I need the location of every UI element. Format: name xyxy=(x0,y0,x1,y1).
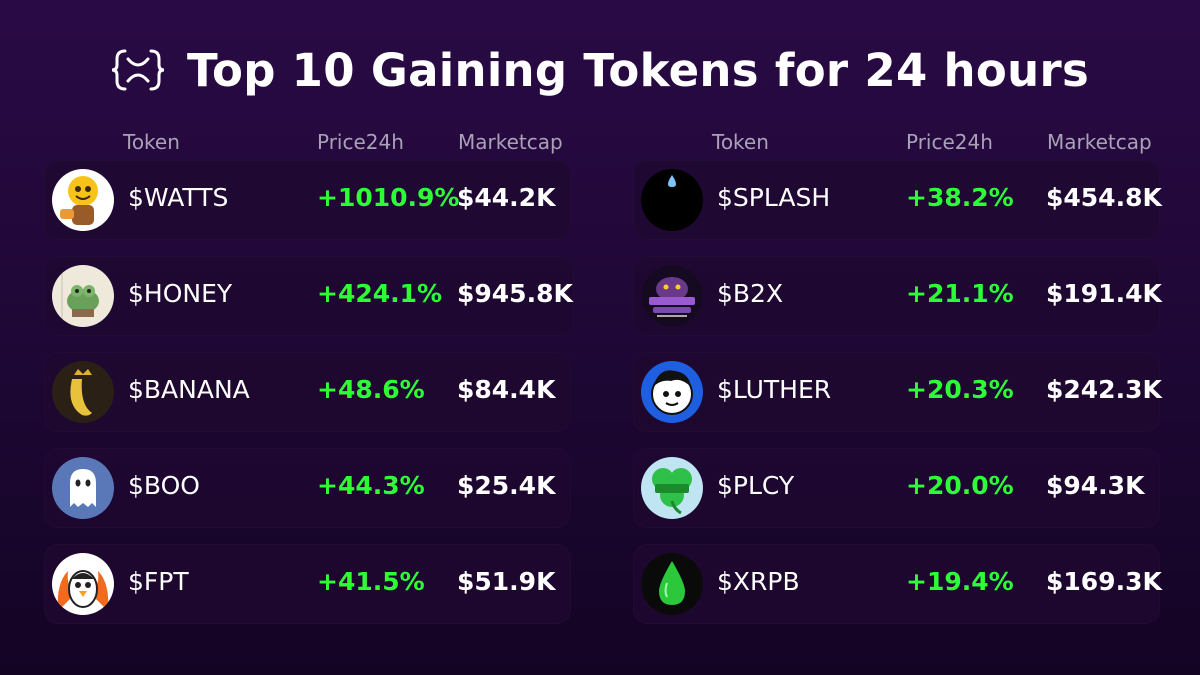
market-cap: $25.4K xyxy=(457,471,556,500)
clover-icon xyxy=(641,457,703,519)
green-drop-icon xyxy=(641,553,703,615)
page-title: Top 10 Gaining Tokens for 24 hours xyxy=(186,43,1090,97)
token-name: $SPLASH xyxy=(717,183,831,212)
price-change: +41.5% xyxy=(317,567,425,596)
price-change: +424.1% xyxy=(317,279,443,308)
market-cap: $84.4K xyxy=(457,375,556,404)
price-change: +38.2% xyxy=(906,183,1014,212)
ghost-icon xyxy=(52,457,114,519)
token-row-fpt[interactable]: $FPT +41.5% $51.9K xyxy=(44,544,571,624)
token-name: $PLCY xyxy=(717,471,795,500)
token-name: $WATTS xyxy=(128,183,229,212)
price-change: +20.0% xyxy=(906,471,1014,500)
cartoon-face-icon xyxy=(641,361,703,423)
token-name: $XRPB xyxy=(717,567,800,596)
market-cap: $454.8K xyxy=(1046,183,1162,212)
column-headers: Token Price24h Marketcap xyxy=(633,126,1193,160)
right-token-table: Token Price24h Marketcap $SPLASH +38.2% … xyxy=(633,126,1193,640)
header-marketcap: Marketcap xyxy=(458,130,563,154)
market-cap: $51.9K xyxy=(457,567,556,596)
token-row-splash[interactable]: $SPLASH +38.2% $454.8K xyxy=(633,160,1162,240)
market-cap: $945.8K xyxy=(457,279,573,308)
market-cap: $94.3K xyxy=(1046,471,1145,500)
left-token-table: Token Price24h Marketcap $WATTS +1010.9%… xyxy=(44,126,604,640)
xrpl-logo-icon xyxy=(111,47,165,93)
token-row-luther[interactable]: $LUTHER +20.3% $242.3K xyxy=(633,352,1162,432)
market-cap: $169.3K xyxy=(1046,567,1162,596)
price-change: +19.4% xyxy=(906,567,1014,596)
frog-icon xyxy=(52,265,114,327)
token-row-watts[interactable]: $WATTS +1010.9% $44.2K xyxy=(44,160,571,240)
water-drop-dark-icon xyxy=(641,169,703,231)
header-price: Price24h xyxy=(906,130,993,154)
token-row-plcy[interactable]: $PLCY +20.0% $94.3K xyxy=(633,448,1160,528)
token-name: $B2X xyxy=(717,279,784,308)
header-token: Token xyxy=(712,130,769,154)
token-row-b2x[interactable]: $B2X +21.1% $191.4K xyxy=(633,256,1162,336)
token-row-xrpb[interactable]: $XRPB +19.4% $169.3K xyxy=(633,544,1162,624)
token-row-boo[interactable]: $BOO +44.3% $25.4K xyxy=(44,448,571,528)
header: Top 10 Gaining Tokens for 24 hours xyxy=(0,38,1200,102)
cartoon-bulb-icon xyxy=(52,169,114,231)
price-change: +20.3% xyxy=(906,375,1014,404)
column-headers: Token Price24h Marketcap xyxy=(44,126,604,160)
price-change: +1010.9% xyxy=(317,183,460,212)
price-change: +48.6% xyxy=(317,375,425,404)
token-row-banana[interactable]: $BANANA +48.6% $84.4K xyxy=(44,352,571,432)
price-change: +21.1% xyxy=(906,279,1014,308)
token-name: $BANANA xyxy=(128,375,250,404)
token-name: $BOO xyxy=(128,471,200,500)
token-name: $LUTHER xyxy=(717,375,832,404)
crowned-banana-icon xyxy=(52,361,114,423)
market-cap: $191.4K xyxy=(1046,279,1162,308)
header-token: Token xyxy=(123,130,180,154)
bridge-gorilla-icon xyxy=(641,265,703,327)
header-price: Price24h xyxy=(317,130,404,154)
token-name: $HONEY xyxy=(128,279,233,308)
market-cap: $242.3K xyxy=(1046,375,1162,404)
market-cap: $44.2K xyxy=(457,183,556,212)
flaming-penguin-icon xyxy=(52,553,114,615)
token-name: $FPT xyxy=(128,567,189,596)
header-marketcap: Marketcap xyxy=(1047,130,1152,154)
token-row-honey[interactable]: $HONEY +424.1% $945.8K xyxy=(44,256,574,336)
price-change: +44.3% xyxy=(317,471,425,500)
